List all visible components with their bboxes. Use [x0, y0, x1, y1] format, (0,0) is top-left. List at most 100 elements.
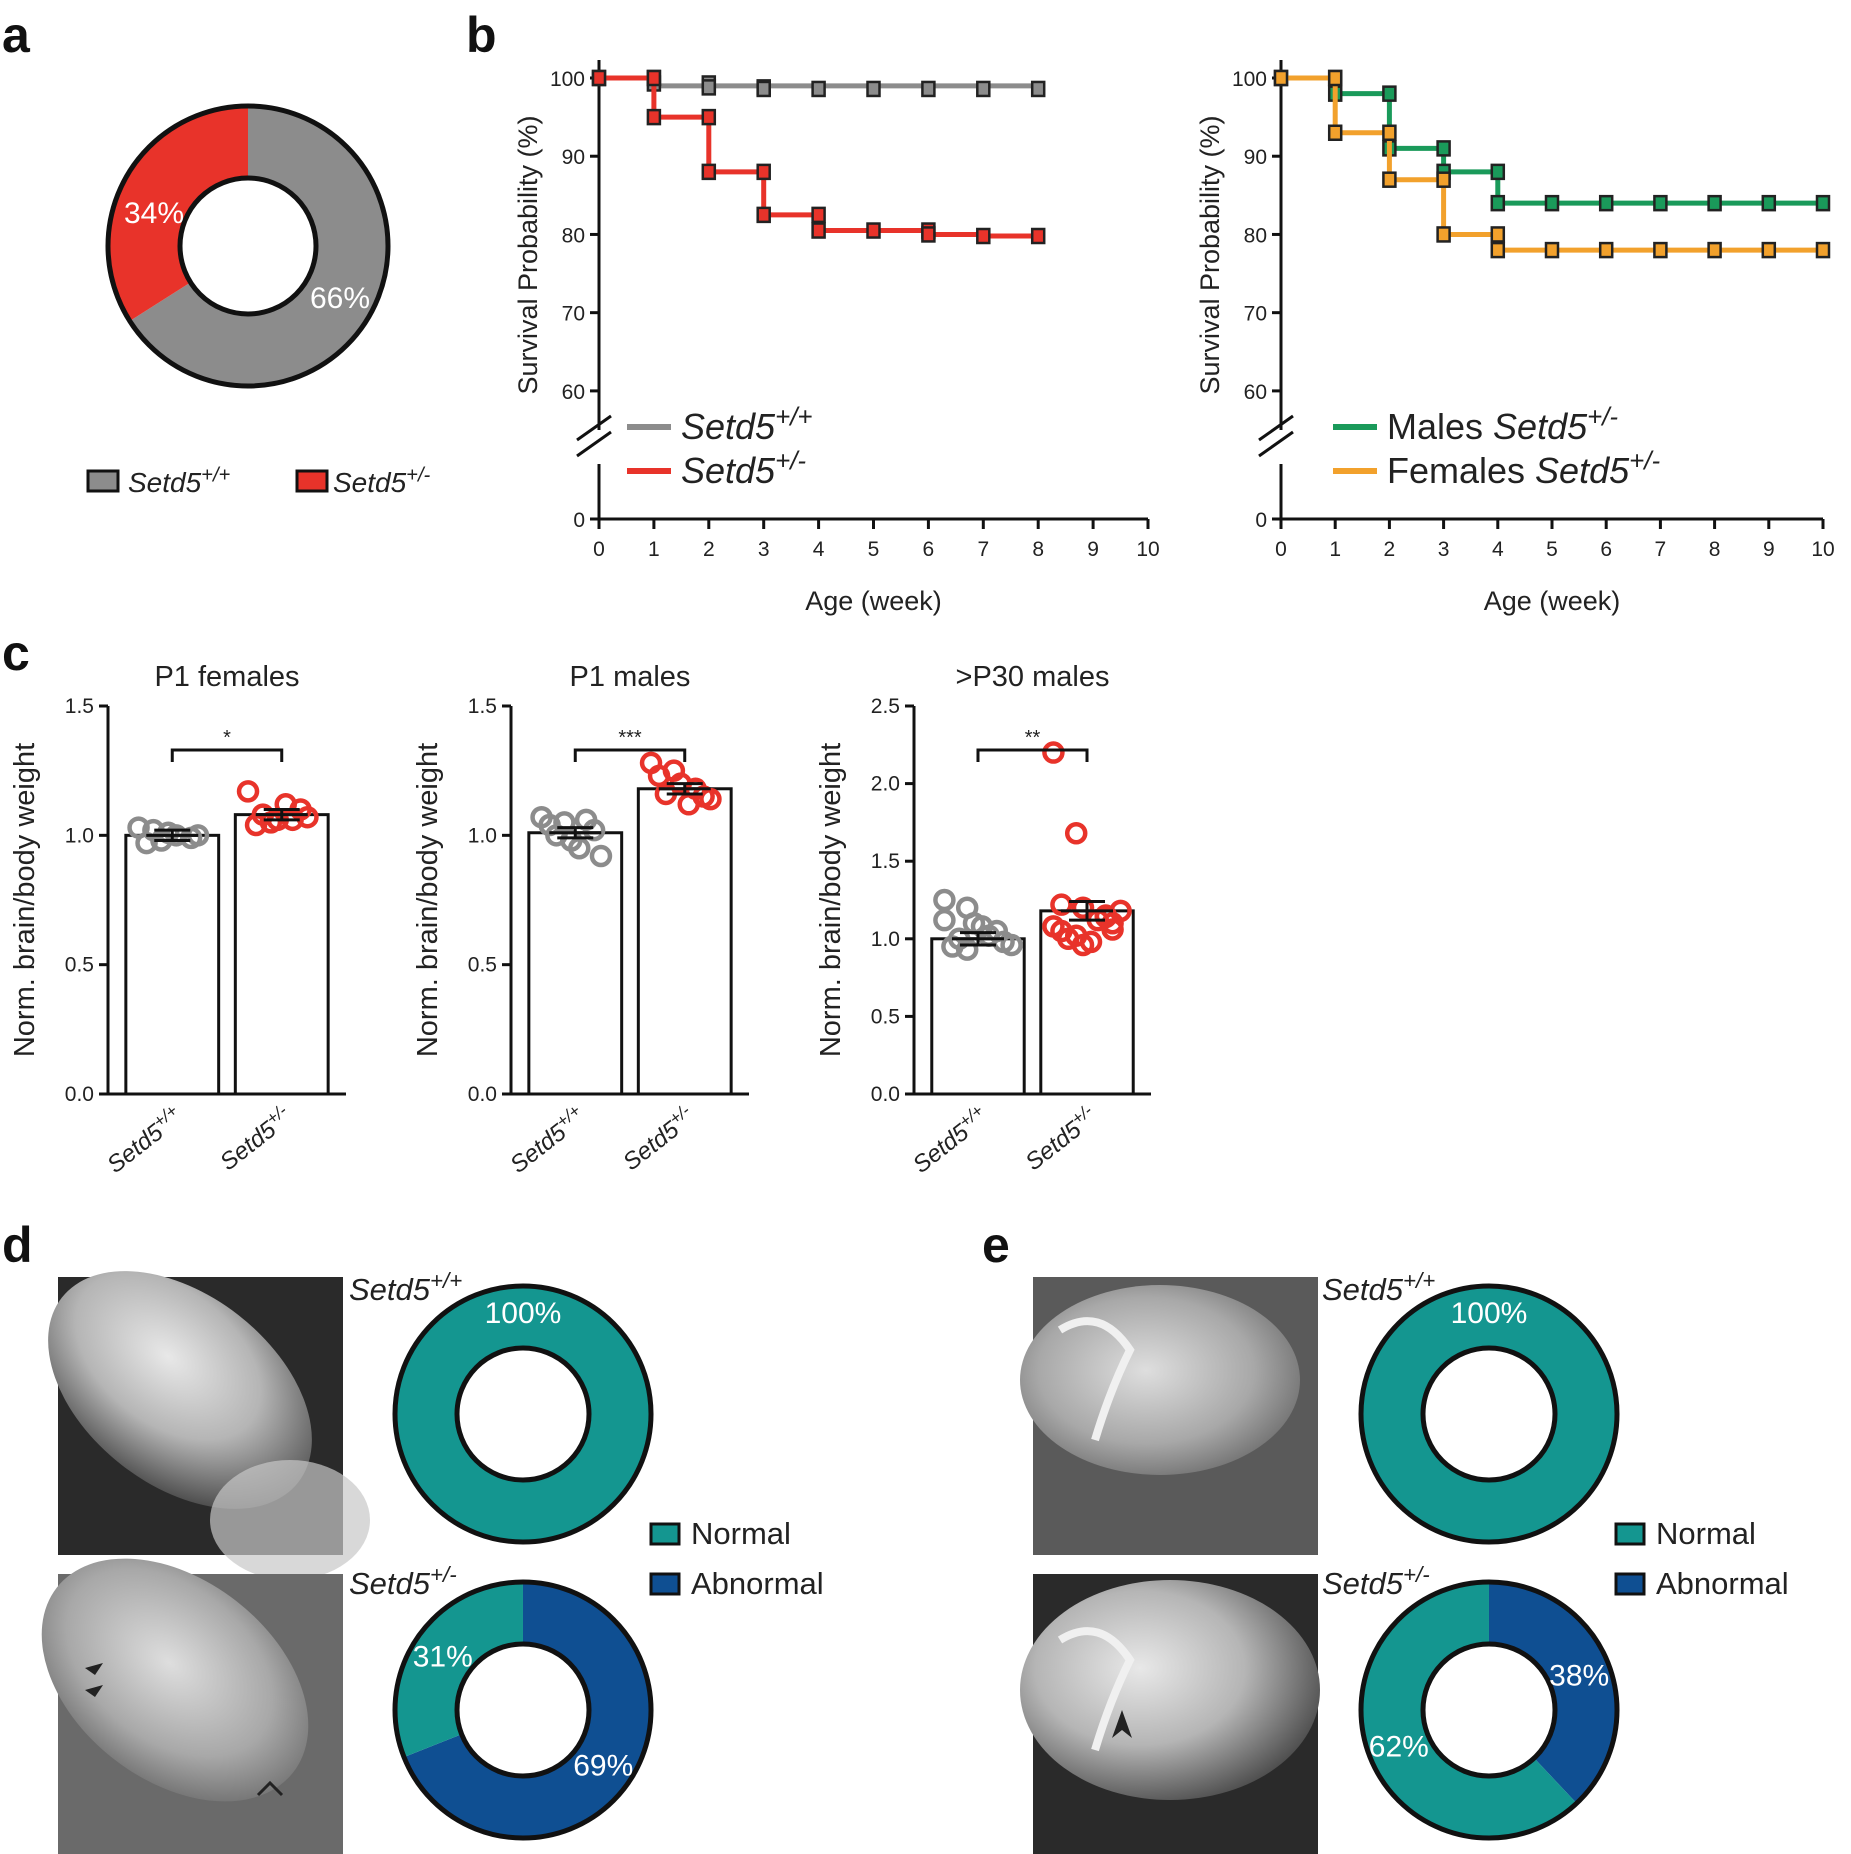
donut-outline [392, 1579, 654, 1841]
donut-slice [395, 1286, 651, 1542]
y-tick-label: 1.0 [468, 824, 497, 847]
bar [233, 813, 330, 1096]
genotype-superscript: +/- [775, 447, 806, 475]
survival-marker [1653, 194, 1668, 212]
legend-label-abnormal: Abnormal [691, 1566, 824, 1601]
donut-outline [1358, 1579, 1620, 1841]
x-tick-label: 7 [1655, 538, 1667, 561]
x-tick-label: 10 [1136, 538, 1159, 561]
y-axis-label: Norm. brain/body weight [815, 743, 847, 1057]
x-tick-label: 1 [648, 538, 660, 561]
data-point [589, 844, 613, 868]
y-tick-label: 80 [1244, 224, 1267, 247]
x-tick-label: 0 [593, 538, 605, 561]
survival-marker [701, 108, 717, 126]
survival-marker [646, 108, 662, 126]
survival-marker [1382, 124, 1397, 142]
legend-series-label: Setd5+/- [681, 447, 806, 491]
legend-swatch-abnormal [1614, 1572, 1646, 1596]
survival-marker [921, 226, 936, 243]
survival-marker [866, 222, 881, 239]
y-axis-label: Norm. brain/body weight [412, 743, 444, 1057]
legend-series-label: Setd5+/+ [681, 403, 813, 447]
legend-label-heterozygous: Setd5+/- [333, 464, 431, 498]
y-tick-label: 90 [1244, 146, 1267, 169]
data-point [236, 780, 260, 803]
x-tick-label: 6 [1600, 538, 1612, 561]
y-tick-label: 0.0 [871, 1083, 900, 1106]
survival-marker [866, 80, 881, 98]
genotype-base: Setd5 [681, 406, 776, 447]
data-point [1042, 741, 1065, 764]
bar [636, 787, 733, 1096]
survival-marker [1544, 241, 1560, 259]
y-tick-label: 1.5 [65, 695, 94, 718]
legend-label-wildtype: Setd5+/+ [128, 464, 231, 498]
x-tick-label: 5 [1546, 538, 1558, 561]
survival-marker [1598, 241, 1614, 259]
panel-label-e: e [982, 1217, 1010, 1273]
donut-slice [403, 1582, 651, 1839]
survival-marker [1436, 171, 1451, 188]
survival-marker [1490, 241, 1506, 259]
survival-line [599, 75, 1039, 239]
open-arrow-marker [256, 1780, 284, 1797]
arrowhead-marker [1112, 1710, 1132, 1738]
data-point [1071, 896, 1095, 920]
xray-e-mutant [1020, 1574, 1320, 1854]
label-prefix: Males [1387, 406, 1493, 447]
survival-line [1281, 75, 1823, 206]
data-point [545, 824, 568, 847]
legend-series-label: Males Setd5+/- [1387, 403, 1618, 447]
data-point [933, 908, 956, 932]
donut-slice [1361, 1582, 1577, 1838]
data-point [1050, 893, 1073, 916]
genotype-superscript: +/- [1629, 447, 1660, 475]
donut-percent-label: 69% [573, 1750, 633, 1783]
survival-marker [646, 69, 662, 87]
y-axis-label: Survival Probability (%) [513, 115, 543, 394]
category-label: Setd5+/- [1018, 1100, 1103, 1176]
donut-hole [1420, 1345, 1558, 1483]
data-point [955, 938, 979, 961]
genotype-base: Setd5 [349, 1272, 431, 1307]
y-tick-label: 0 [1255, 509, 1267, 532]
donut-outline [1358, 1283, 1620, 1545]
genotype-base: Setd5 [1493, 406, 1588, 447]
genotype-superscript: +/+ [1403, 1268, 1435, 1293]
survival-marker [1598, 194, 1614, 212]
panel-b-left-survival-chart: 60 70 80 90 100 00 1 2 3 4 5 6 7 8 9 10 Age (week) Surviv… [513, 60, 1160, 616]
genotype-base: Setd5 [1535, 450, 1630, 491]
category-label: Setd5+/+ [503, 1100, 591, 1179]
survival-marker [1327, 69, 1343, 87]
x-tick-label: 3 [1438, 538, 1450, 561]
y-tick-label: 1.5 [871, 850, 900, 873]
panel-label-d: d [2, 1217, 33, 1273]
panel-c-p1-females-chart: P1 females Norm. brain/body weight 0.0 0.5 1… [9, 661, 346, 1179]
donut-heterozygous: 38% 62% [1358, 1579, 1620, 1841]
genotype-base: Setd5 [333, 467, 407, 498]
data-point [296, 805, 319, 829]
survival-marker [756, 163, 771, 181]
x-tick-label: 1 [1329, 538, 1341, 561]
donut-hole [454, 1641, 592, 1779]
arrowhead-marker [85, 1663, 103, 1675]
y-tick-label: 2.0 [871, 773, 900, 796]
survival-marker [1490, 226, 1506, 243]
xray-d-wildtype [48, 1271, 370, 1580]
y-tick-label: 70 [1244, 303, 1267, 326]
y-tick-label: 0 [573, 509, 585, 532]
bar [930, 937, 1026, 1096]
genotype-superscript: +/- [406, 464, 430, 486]
chart-title: >P30 males [956, 661, 1110, 693]
survival-marker [1273, 69, 1289, 87]
y-tick-label: 100 [550, 68, 585, 91]
donut-hole [177, 175, 319, 317]
survival-marker [1815, 194, 1831, 212]
x-tick-label: 3 [758, 538, 770, 561]
label-prefix: Females [1387, 450, 1535, 491]
survival-marker [1761, 241, 1777, 259]
y-tick-label: 0.0 [65, 1083, 94, 1106]
